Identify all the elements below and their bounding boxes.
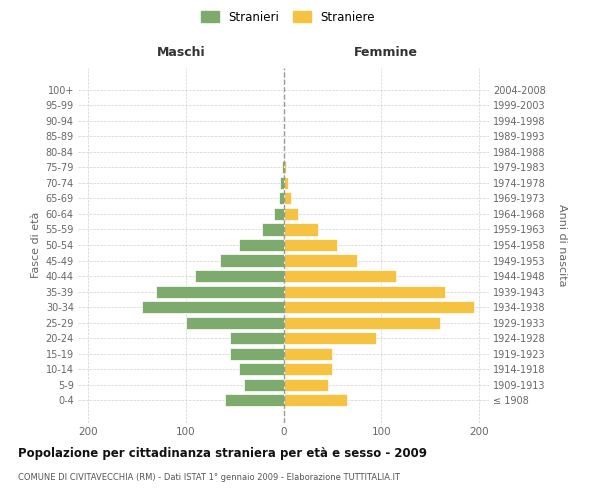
Text: Maschi: Maschi bbox=[157, 46, 205, 59]
Bar bbox=[278, 192, 284, 204]
Legend: Stranieri, Straniere: Stranieri, Straniere bbox=[199, 8, 377, 26]
Bar bbox=[142, 301, 284, 313]
Bar bbox=[230, 348, 284, 360]
Bar bbox=[185, 316, 284, 328]
Bar bbox=[284, 394, 347, 406]
Text: Popolazione per cittadinanza straniera per età e sesso - 2009: Popolazione per cittadinanza straniera p… bbox=[18, 448, 427, 460]
Bar bbox=[284, 239, 337, 251]
Bar bbox=[284, 254, 357, 266]
Bar bbox=[284, 348, 332, 360]
Bar bbox=[244, 378, 284, 391]
Bar bbox=[281, 162, 284, 173]
Bar bbox=[230, 332, 284, 344]
Bar bbox=[274, 208, 284, 220]
Bar bbox=[284, 378, 328, 391]
Bar bbox=[284, 177, 289, 189]
Bar bbox=[284, 270, 396, 282]
Bar bbox=[239, 363, 284, 376]
Bar bbox=[196, 270, 284, 282]
Bar bbox=[284, 301, 475, 313]
Bar bbox=[239, 239, 284, 251]
Bar bbox=[262, 224, 284, 235]
Bar bbox=[284, 208, 298, 220]
Bar bbox=[284, 316, 440, 328]
Text: COMUNE DI CIVITAVECCHIA (RM) - Dati ISTAT 1° gennaio 2009 - Elaborazione TUTTITA: COMUNE DI CIVITAVECCHIA (RM) - Dati ISTA… bbox=[18, 472, 400, 482]
Bar bbox=[284, 332, 376, 344]
Y-axis label: Fasce di età: Fasce di età bbox=[31, 212, 41, 278]
Bar bbox=[284, 286, 445, 298]
Y-axis label: Anni di nascita: Anni di nascita bbox=[557, 204, 567, 286]
Bar bbox=[284, 162, 286, 173]
Bar bbox=[220, 254, 284, 266]
Bar bbox=[284, 192, 292, 204]
Bar bbox=[225, 394, 284, 406]
Bar bbox=[156, 286, 284, 298]
Bar bbox=[284, 224, 318, 235]
Text: Femmine: Femmine bbox=[354, 46, 418, 59]
Bar bbox=[280, 177, 284, 189]
Bar bbox=[284, 363, 332, 376]
